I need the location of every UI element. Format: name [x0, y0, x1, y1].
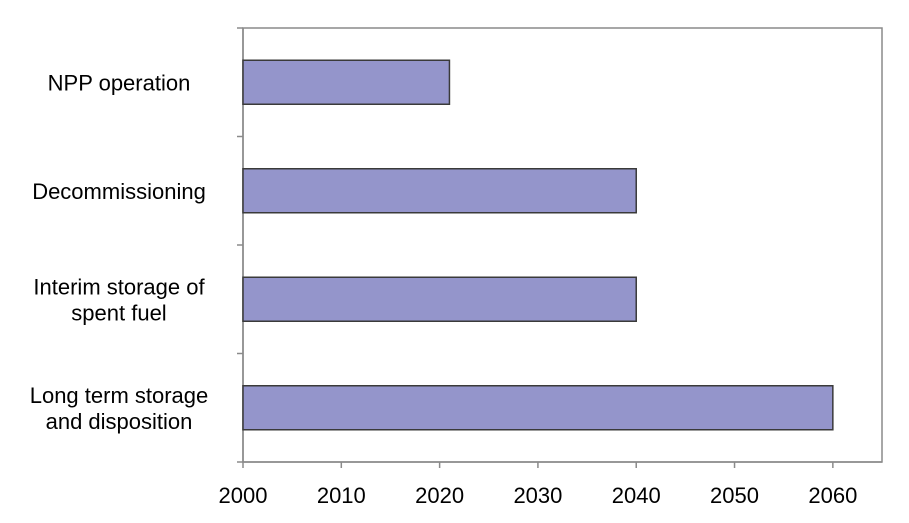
category-label: NPP operation — [48, 70, 191, 95]
category-label: Interim storage of — [33, 274, 205, 299]
category-labels: NPP operation Decommissioning Interim stor… — [30, 70, 209, 434]
x-tick-label: 2010 — [317, 483, 366, 508]
x-tick-label: 2060 — [808, 483, 857, 508]
category-label: spent fuel — [71, 300, 166, 325]
category-label: Decommissioning — [32, 179, 206, 204]
bars-group — [242, 59, 834, 431]
category-label: Long term storage — [30, 383, 209, 408]
bar — [242, 168, 637, 214]
category-label: and disposition — [46, 409, 193, 434]
x-tick-label: 2040 — [612, 483, 661, 508]
x-tick-label: 2050 — [710, 483, 759, 508]
y-axis-ticks — [237, 27, 243, 463]
x-tick-label: 2000 — [219, 483, 268, 508]
bar — [242, 276, 637, 322]
x-tick-label: 2020 — [415, 483, 464, 508]
x-tick-label: 2030 — [513, 483, 562, 508]
bar — [242, 59, 451, 105]
x-axis-ticks: 2000 2010 2020 2030 2040 2050 2060 — [219, 462, 857, 508]
bar — [242, 385, 834, 431]
